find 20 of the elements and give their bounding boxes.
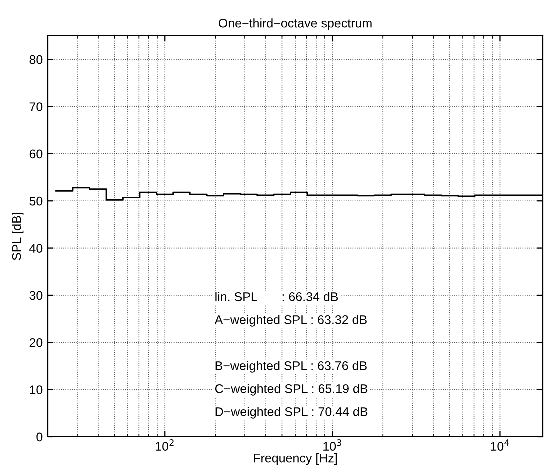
x-tick-label: 10$^{2}$ xyxy=(156,440,174,451)
annotation: B−weighted SPL : 63.76 dB xyxy=(216,361,367,373)
y-tick-label: 70 xyxy=(30,102,43,112)
x-tick-label: 10$^{3}$ xyxy=(324,440,342,451)
y-tick-label: 80 xyxy=(30,55,43,64)
y-axis-title: SPL [dB] xyxy=(12,212,24,260)
y-tick-label: 30 xyxy=(30,291,43,300)
annotation: D−weighted SPL : 70.44 dB xyxy=(216,407,368,419)
y-tick-label: 60 xyxy=(30,150,43,159)
y-tick-label: 40 xyxy=(30,244,43,253)
y-tick-label: 50 xyxy=(30,196,43,206)
annotation: lin. SPL : 66.34 dB xyxy=(216,292,338,302)
x-axis-title: Frequency [Hz] xyxy=(254,454,337,466)
annotation: A−weighted SPL : 63.32 dB xyxy=(214,315,367,327)
y-tick-label: 20 xyxy=(30,338,43,348)
chart-title: One−third−octave spectrum xyxy=(218,18,372,30)
annotation: C−weighted SPL : 65.19 dB xyxy=(215,384,368,396)
x-tick-label: 10$^{4}$ xyxy=(491,440,510,451)
y-tick-label: 10 xyxy=(30,386,43,394)
y-tick-label: 0 xyxy=(36,432,43,442)
